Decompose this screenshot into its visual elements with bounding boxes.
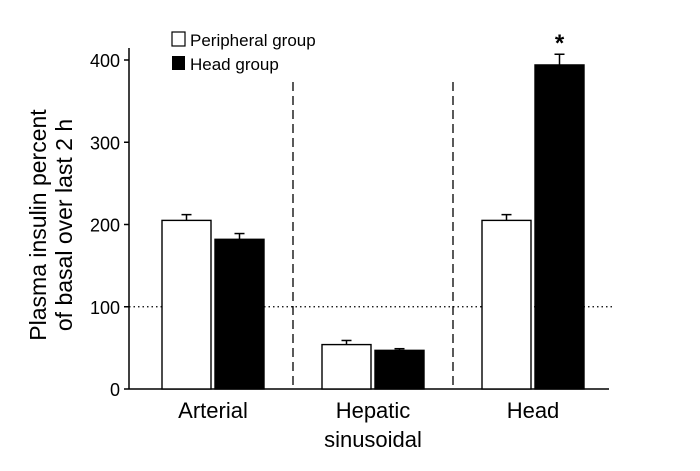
y-tick-label: 200 <box>90 216 120 236</box>
x-category-label: Hepatic <box>336 398 411 423</box>
y-tick-label: 400 <box>90 51 120 71</box>
x-category-label: Arterial <box>178 398 248 423</box>
legend-label-peripheral: Peripheral group <box>190 31 316 50</box>
legend-swatch-head <box>172 56 185 70</box>
significance-marker: * <box>555 30 565 57</box>
bar-peripheral <box>161 219 212 390</box>
bar-peripheral <box>321 343 372 390</box>
y-axis-label-line-2: of basal over last 2 h <box>51 119 77 331</box>
legend: Peripheral group Head group <box>171 31 316 74</box>
legend-swatch-peripheral <box>171 31 186 47</box>
y-tick-label: 0 <box>110 380 120 400</box>
y-axis-label: Plasma insulin percent of basal over las… <box>25 109 77 341</box>
x-category-label: sinusoidal <box>324 427 422 452</box>
bar-peripheral <box>481 219 532 390</box>
legend-label-head: Head group <box>190 55 279 74</box>
bar-head <box>214 238 265 390</box>
x-category-label: Head <box>507 398 560 423</box>
y-axis-label-line-1: Plasma insulin percent <box>25 109 51 341</box>
y-tick-label: 100 <box>90 298 120 318</box>
bar-head <box>374 349 425 390</box>
bar-head <box>534 64 585 390</box>
y-tick-label: 300 <box>90 133 120 153</box>
